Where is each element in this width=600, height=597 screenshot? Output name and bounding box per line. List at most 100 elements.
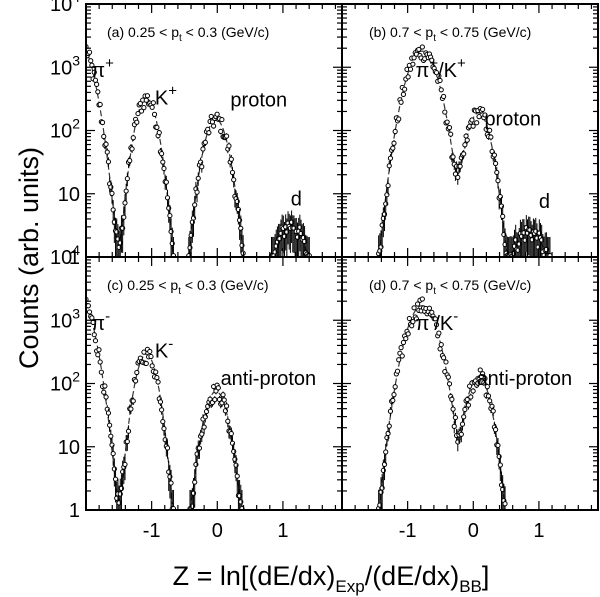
data-point <box>129 146 135 152</box>
data-point <box>94 81 100 87</box>
x-tick-label: 1 <box>533 520 544 542</box>
data-point <box>399 353 405 359</box>
data-point <box>449 396 455 402</box>
data-point <box>199 431 205 437</box>
data-point <box>103 394 109 400</box>
data-point <box>487 127 493 133</box>
data-point <box>91 69 97 75</box>
data-point <box>105 159 112 165</box>
axes-layer: 110102103104110102103104-101-101 <box>50 0 545 542</box>
data-point <box>168 480 174 486</box>
data-point <box>386 163 392 169</box>
data-point <box>201 424 207 430</box>
species-label: π+/K+ <box>416 55 466 82</box>
data-point <box>135 110 141 117</box>
data-point <box>495 442 501 449</box>
data-point <box>487 398 493 404</box>
y-tick-label: 1 <box>69 247 80 269</box>
data-point <box>154 124 160 130</box>
data-point <box>211 123 217 129</box>
panel-content <box>376 44 553 257</box>
data-point <box>386 423 392 429</box>
data-point <box>470 388 476 394</box>
species-name: π <box>91 313 105 335</box>
panels-layer: (a) 0.25 < pt < 0.3 (GeV/c)π+K+ protond(b… <box>85 3 599 511</box>
data-point <box>214 111 220 117</box>
data-point <box>385 183 391 189</box>
data-point <box>128 406 134 412</box>
data-point <box>215 385 221 391</box>
x-axis-title-mid: /(dE/dx) <box>365 561 460 591</box>
data-point <box>392 384 398 390</box>
data-point <box>133 378 139 384</box>
data-point <box>110 450 116 457</box>
data-points <box>86 296 245 510</box>
data-point <box>495 178 501 184</box>
data-point <box>200 146 206 152</box>
data-point <box>161 425 167 432</box>
data-point <box>429 57 435 63</box>
data-point <box>199 164 205 170</box>
data-point <box>226 143 232 149</box>
data-point <box>403 335 409 342</box>
panel-header-sub: t <box>178 286 181 297</box>
data-point <box>144 93 151 99</box>
data-point <box>482 375 488 382</box>
y-tick-label: 104 <box>50 0 80 16</box>
fit-curve <box>86 48 308 257</box>
y-tick-label: 104 <box>50 242 80 269</box>
data-point <box>410 319 416 325</box>
panel-header: (a) 0.25 < pt < 0.3 (GeV/c) <box>107 24 269 44</box>
x-axis-title-main: Z = ln[(dE/dx) <box>173 561 336 591</box>
data-point <box>101 133 107 140</box>
data-point <box>490 408 496 414</box>
data-point <box>462 406 468 413</box>
data-point <box>398 345 404 351</box>
data-point <box>398 99 404 105</box>
data-point <box>156 129 162 136</box>
data-point <box>476 114 482 120</box>
data-points <box>376 296 508 510</box>
data-point <box>124 176 130 182</box>
data-point <box>411 305 417 311</box>
data-point <box>101 389 107 395</box>
data-point <box>468 394 474 400</box>
data-point <box>149 363 155 369</box>
panel-header: (c) 0.25 < pt < 0.3 (GeV/c) <box>107 277 269 297</box>
species-label: d <box>539 191 550 213</box>
data-point <box>461 414 467 420</box>
data-point <box>400 91 407 97</box>
data-point <box>97 101 103 108</box>
species-label: π+ <box>91 55 114 82</box>
y-tick-label-base: 1 <box>69 247 80 269</box>
data-point <box>164 445 171 451</box>
y-tick-label: 102 <box>50 116 80 143</box>
data-point <box>464 137 470 143</box>
data-point <box>464 396 470 403</box>
panel-c: (c) 0.25 < pt < 0.3 (GeV/c)π-K-anti-prot… <box>85 256 343 511</box>
data-point <box>450 154 456 160</box>
data-point <box>130 398 136 404</box>
data-point <box>202 139 208 146</box>
species-slash: /K <box>438 60 458 82</box>
species-name: π <box>416 60 430 82</box>
data-point <box>138 108 145 114</box>
y-tick-label-base: 1 <box>69 500 80 522</box>
data-point <box>206 130 212 136</box>
data-point <box>99 119 106 126</box>
data-point <box>391 392 397 398</box>
data-point <box>192 479 198 485</box>
data-point <box>104 149 110 155</box>
species-label: π-/K- <box>416 308 459 335</box>
x-axis-title: Z = ln[(dE/dx)Exp/(dE/dx)BB] <box>173 561 490 596</box>
data-point <box>196 445 203 451</box>
y-tick-label: 1 <box>69 500 80 522</box>
data-point <box>92 338 99 344</box>
data-point <box>105 410 112 416</box>
species-name: proton <box>230 89 287 111</box>
panel-header-sub: t <box>433 33 436 44</box>
data-point <box>396 357 402 363</box>
data-point <box>443 359 449 365</box>
data-point <box>396 116 402 122</box>
data-point <box>458 431 464 437</box>
